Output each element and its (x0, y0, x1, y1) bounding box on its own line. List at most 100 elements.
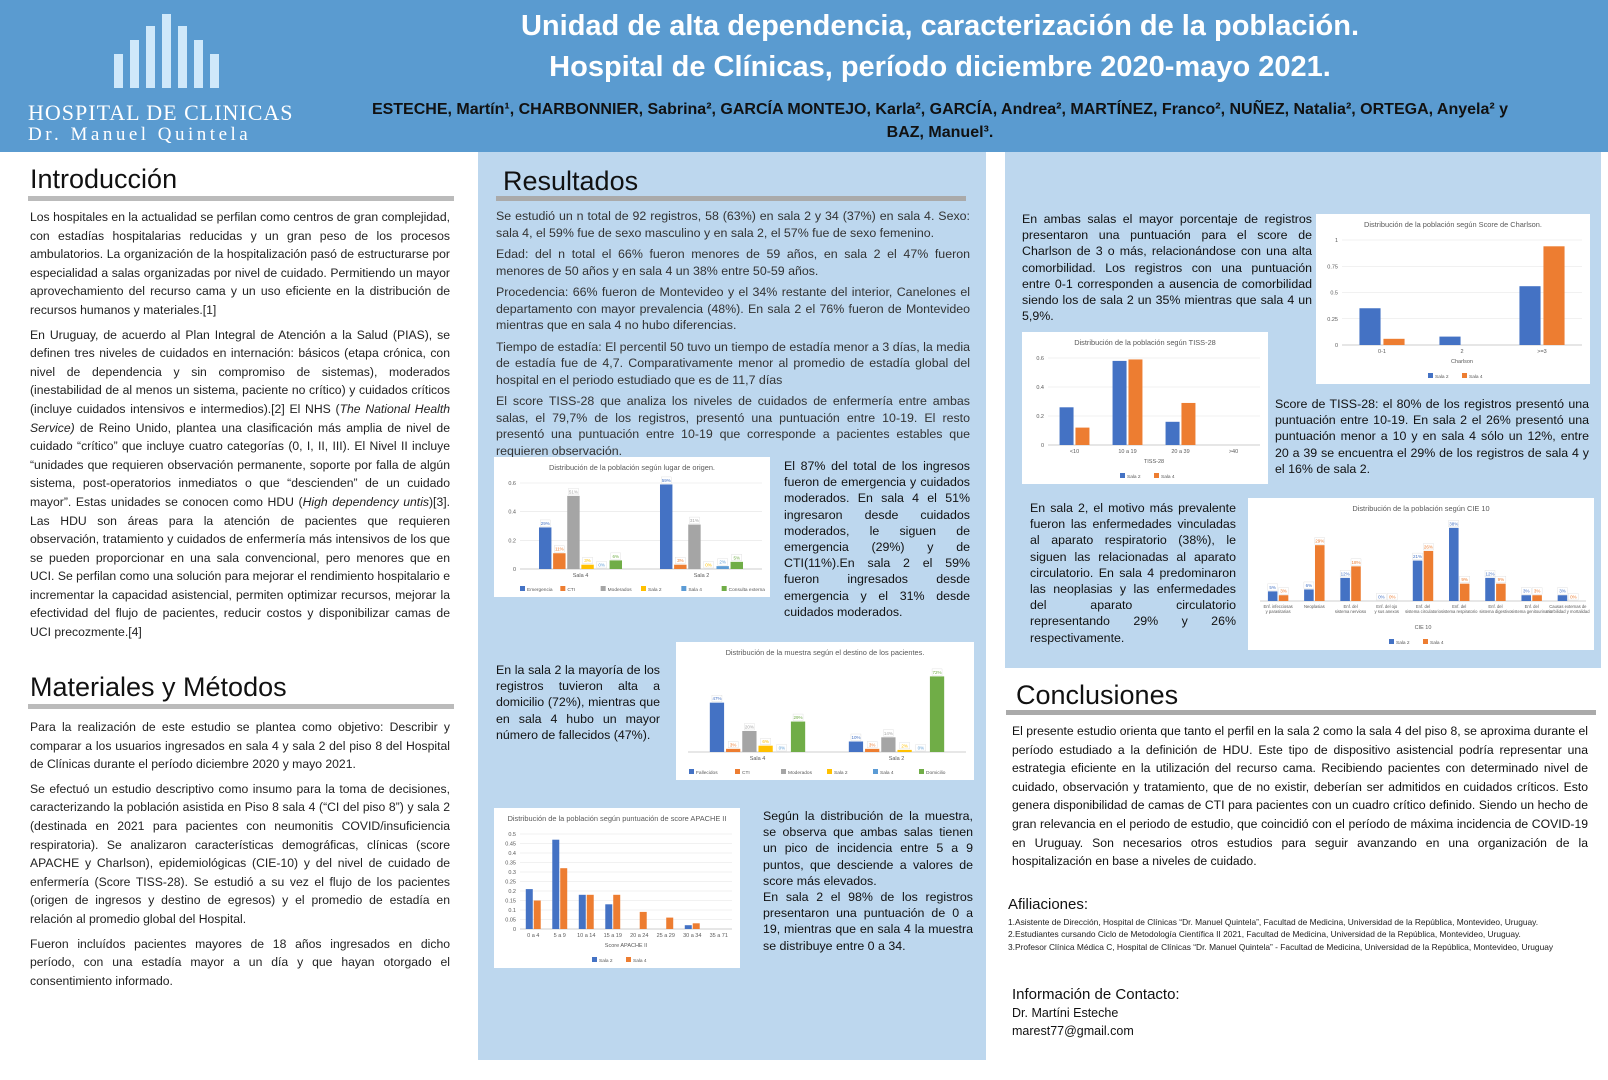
cie-data-label: 29% (1315, 539, 1324, 544)
origen-data-label-box (610, 552, 621, 560)
charlson-bar (1359, 308, 1381, 345)
destino-category-label: Sala 2 (889, 756, 905, 762)
cie-title: Distribución de la población según CIE 1… (1352, 504, 1489, 513)
apache-category-label: 5 a 9 (554, 933, 566, 939)
origen-legend-label: Emergencia (527, 587, 553, 593)
charlson-category-label: >=3 (1537, 349, 1546, 355)
cie-bar (1351, 566, 1361, 601)
cie-text: En sala 2, el motivo más prevalente fuer… (1030, 501, 1236, 645)
cie-data-label: 26% (1424, 544, 1433, 549)
origen-data-label: 5% (734, 555, 741, 560)
origen-legend-label: CTI (567, 587, 575, 593)
origen-legend-label: Sala 4 (688, 587, 702, 593)
destino-data-label-box (744, 723, 755, 731)
intro-p2-italic-hdu: High dependency untis (302, 494, 429, 509)
apache-ytick-label: 0.25 (505, 880, 516, 886)
origen-bar (688, 524, 701, 569)
charlson-x-axis-label: Charlson (1451, 359, 1473, 365)
cie-category-label-line: Enf. del ojo (1376, 604, 1398, 609)
tiss-ytick-label: 0.4 (1036, 385, 1044, 391)
apache-bar (684, 925, 692, 929)
cie-legend-swatch (1389, 639, 1394, 644)
charlson-chart: Distribución de la población según Score… (1316, 214, 1590, 384)
destino-legend-swatch (827, 769, 832, 774)
cie-category-label-line: sistema nervioso (1335, 609, 1367, 614)
origen-data-label: 2% (719, 560, 726, 565)
destino-legend-label: Sala 2 (834, 770, 848, 776)
cie-data-label-box (1521, 587, 1532, 595)
apache-ytick-label: 0.35 (505, 861, 516, 867)
cie-bar (1267, 591, 1278, 601)
apache-ytick-label: 0.45 (505, 842, 516, 848)
cie-category-label-line: y parasitarias (1266, 609, 1291, 614)
cie-bar (1314, 545, 1325, 601)
results-paragraph-1: Se estudió un n total de 92 registros, 5… (496, 209, 970, 240)
origen-bar (581, 564, 594, 569)
hospital-logo: HOSPITAL DE CLINICAS Dr. Manuel Quintela (22, 8, 312, 148)
title-line-2: Hospital de Clínicas, período diciembre … (549, 51, 1331, 83)
methods-text: Para la realización de este estudio se p… (30, 718, 450, 996)
origin-chart: Distribución de la población según lugar… (494, 457, 770, 597)
authors: ESTECHE, Martín¹, CHARBONNIER, Sabrina²,… (320, 98, 1560, 144)
cie-data-label-box (1557, 587, 1568, 595)
origen-data-label-box (717, 558, 728, 566)
apache-chart-text: Según la distribución de la muestra, se … (763, 808, 973, 954)
origen-ytick-label: 0.6 (508, 481, 516, 487)
methods-paragraph-3: Fueron incluídos pacientes mayores de 18… (30, 936, 450, 988)
cie-category-label: Enf. del sistema respiratorio (1441, 604, 1478, 614)
destino-category-label: Sala 4 (750, 756, 766, 762)
cie-category-label: Enf. del sistema nervioso (1335, 604, 1367, 614)
cie-data-label-box (1423, 543, 1434, 551)
charlson-bar (1519, 286, 1541, 345)
cie-category-label-line: Enf. infecciosas (1263, 604, 1292, 609)
cie-bar (1340, 577, 1350, 601)
destination-chart-text: En la sala 2 la mayoría de los registros… (496, 663, 660, 742)
tiss-ytick-label: 0.2 (1036, 414, 1044, 420)
destino-data-label-box (899, 742, 910, 750)
methods-title: Materiales y Métodos (30, 672, 287, 702)
tiss-bar (1165, 421, 1180, 445)
apache-title: Distribución de la población según puntu… (508, 814, 727, 823)
cie-category-label-line: Enf. del (1343, 604, 1357, 609)
cie-category-label: Enf. del sistema genitourinario (1511, 604, 1553, 614)
results-title: Resultados (503, 166, 639, 196)
origen-data-label: 3% (677, 558, 684, 563)
results-paragraph-2: Edad: del n total el 66% fueron menores … (496, 247, 970, 278)
destino-data-label: 3% (869, 742, 876, 747)
destino-legend-label: Fallecidos (696, 770, 718, 776)
cie-data-label: 12% (1486, 571, 1495, 576)
origen-ytick-label: 0 (513, 567, 516, 573)
origen-data-label: 31% (690, 518, 699, 523)
charlson-ytick-label: 1 (1335, 238, 1338, 244)
destino-bar (897, 749, 912, 752)
cie-x-axis-label: CIE 10 (1415, 625, 1432, 631)
tiss-chart-svg: Distribución de la población según TISS-… (1036, 338, 1260, 480)
destino-data-label-box (931, 668, 943, 676)
origen-bar (659, 484, 673, 569)
poster-title: Unidad de alta dependencia, caracterizac… (320, 6, 1560, 88)
authors-line-1: ESTECHE, Martín¹, CHARBONNIER, Sabrina²,… (371, 101, 1509, 118)
tiss-bar (1075, 427, 1090, 445)
cie-category-label: Causas externas de morbilidad y mortalida… (1546, 604, 1590, 614)
tiss-text: Score de TISS-28: el 80% de los registro… (1275, 397, 1589, 476)
cie-data-label-box (1387, 593, 1398, 601)
charlson-category-label: 2 (1460, 349, 1463, 355)
cie-data-label: 12% (1341, 571, 1350, 576)
charlson-legend-label: Sala 2 (1435, 374, 1449, 380)
origen-data-label: 29% (541, 521, 550, 526)
origen-ytick-label: 0.2 (508, 538, 516, 544)
destino-data-label-box (867, 741, 878, 748)
destino-chart-svg: Distribución de la muestra según el dest… (688, 648, 966, 776)
contact-email[interactable]: marest77@gmail.com (1012, 1024, 1134, 1038)
destino-data-label: 3% (730, 742, 737, 747)
apache-bar (560, 868, 568, 929)
apache-bar (525, 889, 533, 929)
destino-bar (709, 702, 725, 752)
cie-category-label-line: Enf. del (1452, 604, 1466, 609)
charlson-bar (1383, 338, 1405, 345)
cie-data-label-box (1448, 520, 1459, 528)
tiss-legend-label: Sala 4 (1161, 474, 1175, 480)
cie-data-label: 3% (1523, 589, 1530, 594)
charlson-ytick-label: 0.25 (1327, 317, 1338, 323)
tiss-ytick-label: 0.6 (1036, 356, 1044, 362)
